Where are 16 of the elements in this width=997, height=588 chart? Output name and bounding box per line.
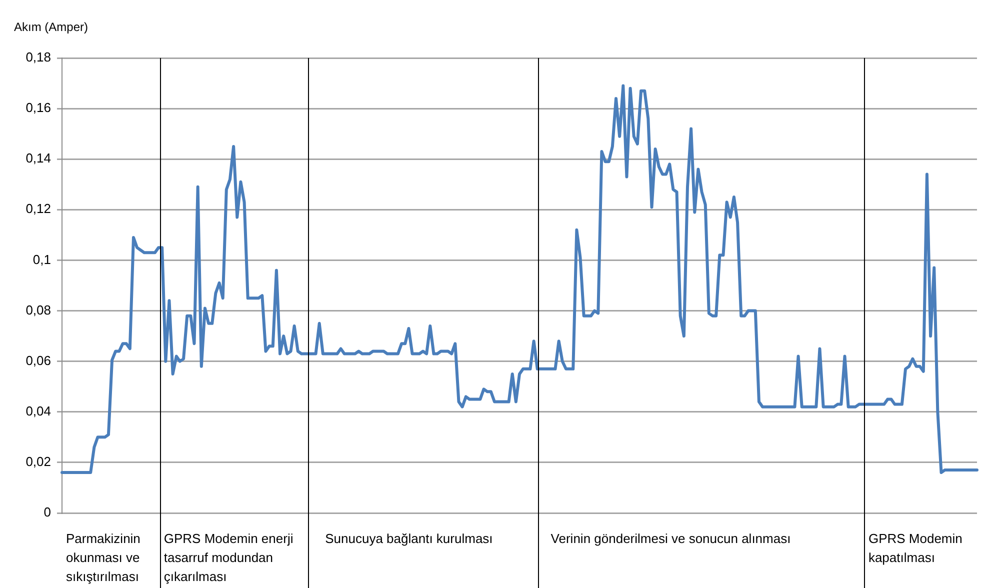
y-tick-label: 0,06 (26, 352, 51, 368)
y-tick-label: 0,14 (26, 150, 51, 166)
y-tick-label: 0,02 (26, 454, 51, 470)
y-tick-label: 0,08 (26, 302, 51, 318)
text: Parmakizinin okunması ve sıkıştırılması (66, 530, 142, 586)
y-tick-label: 0,18 (26, 50, 51, 65)
text: GPRS Modemin enerji tasarruf modundan çıkarılması (164, 530, 294, 586)
y-axis-title: Akım (Amper) (14, 20, 88, 34)
y-tick-label: 0,16 (26, 100, 51, 116)
y-tick-label: 0,1 (32, 252, 51, 267)
y-tick-label: 0 (44, 504, 51, 520)
text: Sunucuya bağlantı kurulması (325, 530, 494, 548)
text: GPRS Modemin kapatılması (868, 530, 964, 567)
y-tick-label: 0,04 (26, 403, 51, 418)
y-tick-label: 0,12 (26, 201, 51, 216)
text: Verinin gönderilmesi ve sonucun alınması (550, 530, 792, 548)
